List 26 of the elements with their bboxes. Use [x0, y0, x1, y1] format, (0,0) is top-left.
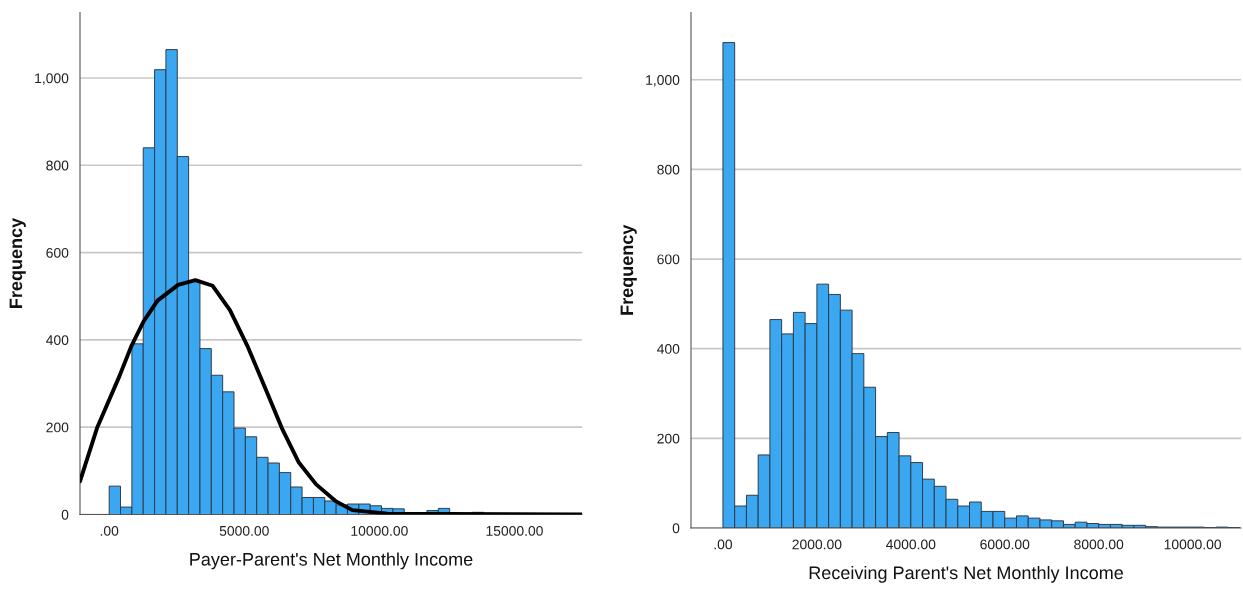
x-tick-label: 15000.00	[486, 525, 543, 536]
y-tick-label: 1,000	[35, 73, 69, 85]
y-tick-label: 800	[46, 160, 69, 171]
x-tick-label: 10000.00	[351, 525, 408, 536]
x-axis-title: Payer-Parent's Net Monthly Income	[190, 552, 473, 570]
x-tick-label: 2000.00	[792, 539, 842, 550]
y-tick-label: 600	[46, 247, 69, 258]
y-tick-label: 800	[657, 164, 680, 175]
y-tick-label: 400	[46, 335, 69, 346]
x-tick-label: .00	[100, 525, 119, 536]
x-tick-label: 8000.00	[1074, 539, 1124, 550]
y-tick-label: 0	[61, 509, 69, 520]
x-tick-label: 6000.00	[980, 539, 1030, 550]
x-tick-label: 5000.00	[219, 525, 269, 536]
y-tick-label: 0	[672, 523, 680, 534]
y-tick-label: 1,000	[646, 75, 680, 87]
y-axis-title: Frequency	[9, 217, 26, 308]
y-tick-label: 200	[46, 422, 69, 433]
x-tick-label: 4000.00	[886, 539, 936, 550]
y-tick-label: 400	[657, 344, 680, 354]
x-axis-title: Receiving Parent's Net Monthly Income	[809, 565, 1123, 583]
y-axis-title: Frequency	[620, 224, 637, 315]
x-tick-label: 10000.00	[1164, 539, 1222, 550]
y-tick-label: 200	[657, 433, 680, 444]
x-tick-label: .00	[714, 539, 733, 550]
y-tick-label: 600	[657, 254, 680, 265]
